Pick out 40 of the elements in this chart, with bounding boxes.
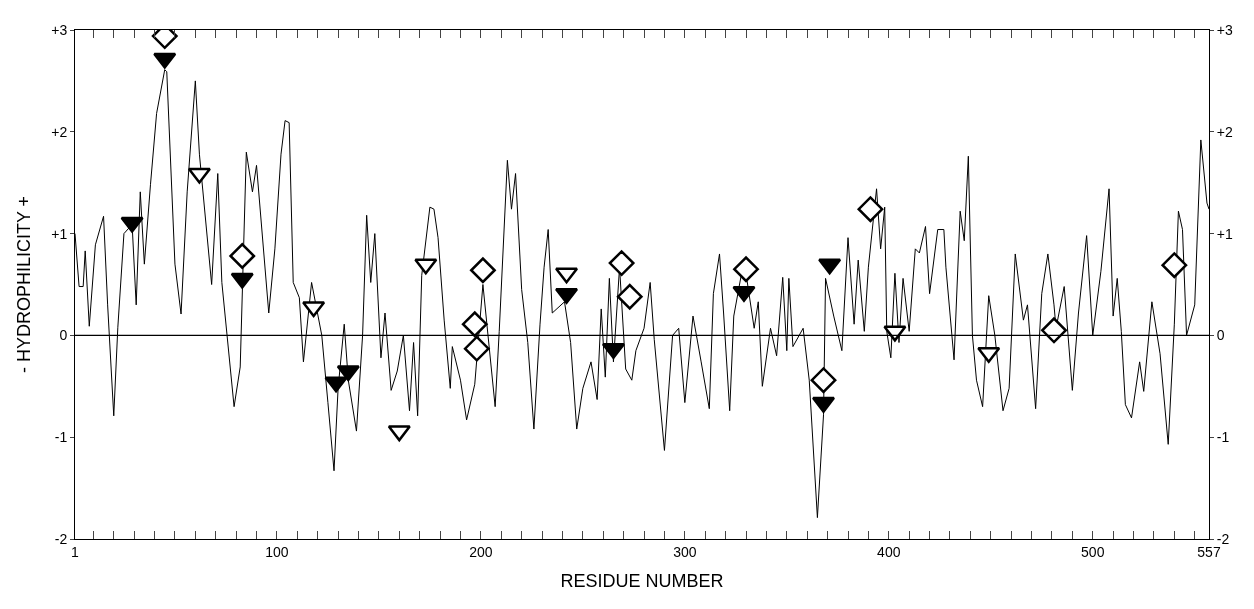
y2-tick-label: +2	[1216, 123, 1233, 140]
y-tick-label: +3	[51, 21, 68, 38]
point	[469, 257, 496, 284]
point	[230, 272, 254, 289]
y2-tick-label: 0	[1216, 327, 1225, 344]
point	[733, 256, 759, 283]
point	[818, 258, 842, 275]
point	[336, 365, 360, 382]
y-tick-label: -1	[54, 429, 68, 446]
point	[857, 196, 884, 223]
point	[616, 283, 643, 310]
y-tick-label: -2	[54, 530, 68, 547]
point	[1041, 317, 1067, 344]
point	[153, 52, 177, 69]
y-tick-label: +2	[51, 123, 68, 140]
y-tick-label: +1	[51, 225, 68, 242]
y-axis-title: - HYDROPHILICITY +	[14, 195, 35, 374]
point	[977, 346, 1001, 363]
y-tick-label: 0	[59, 327, 68, 344]
point	[387, 425, 411, 442]
y2-tick-label: -1	[1216, 429, 1230, 446]
point	[414, 258, 438, 275]
y2-tick-label: +1	[1216, 225, 1233, 242]
x-tick-label: 200	[469, 543, 493, 560]
x-tick-label: 500	[1081, 543, 1105, 560]
x-tick-label: 1	[71, 543, 80, 560]
x-tick-label: 300	[673, 543, 697, 560]
point	[608, 250, 635, 277]
point	[324, 376, 348, 393]
point	[463, 335, 490, 362]
point	[1161, 252, 1188, 279]
point	[120, 216, 144, 233]
x-tick-label: 400	[877, 543, 901, 560]
point	[810, 367, 837, 394]
y2-tick-label: +3	[1216, 21, 1233, 38]
x-axis-title: RESIDUE NUMBER	[560, 570, 724, 591]
point	[461, 311, 488, 338]
point	[732, 285, 756, 302]
point	[229, 243, 256, 269]
x-tick-label: 100	[265, 543, 289, 560]
